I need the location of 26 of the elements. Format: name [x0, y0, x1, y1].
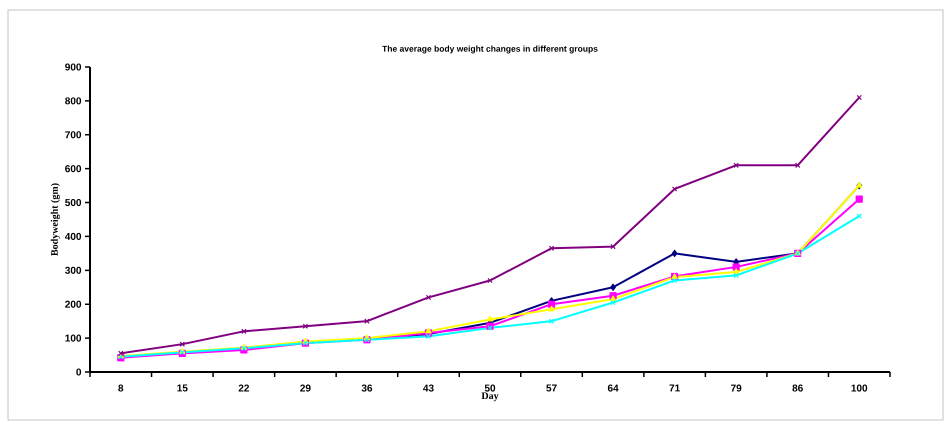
y-tick-label: 100: [65, 334, 82, 342]
x-tick-label: 15: [177, 384, 188, 392]
y-tick-label: 500: [65, 199, 82, 206]
y-axis-title: Bodyweight (gm): [50, 183, 60, 256]
x-tick-label: 100: [852, 384, 868, 392]
chart-title: The average body weight changes in different groups: [382, 46, 598, 54]
x-tick-label: 79: [731, 384, 742, 392]
y-tick-label: 400: [64, 232, 82, 240]
x-axis-title: Day: [482, 392, 499, 402]
x-tick-label: 22: [238, 384, 250, 392]
x-tick-label: 8: [118, 384, 124, 392]
x-tick-label: 43: [423, 384, 434, 392]
x-tick-label: 71: [669, 384, 680, 392]
x-tick-label: 36: [362, 384, 372, 392]
x-tick-label: 57: [546, 384, 557, 392]
y-tick-label: 700: [65, 131, 82, 138]
y-tick-label: 900: [65, 63, 82, 71]
y-tick-label: 600: [65, 165, 82, 172]
x-tick-label: 50: [484, 384, 496, 392]
y-tick-label: 800: [65, 97, 82, 104]
y-tick-label: 200: [65, 300, 82, 308]
x-tick-label: 64: [608, 384, 619, 392]
x-tick-label: 86: [792, 384, 803, 392]
x-tick-label: 29: [300, 384, 311, 392]
y-tick-label: 0: [76, 368, 82, 376]
y-tick-label: 300: [65, 266, 82, 274]
